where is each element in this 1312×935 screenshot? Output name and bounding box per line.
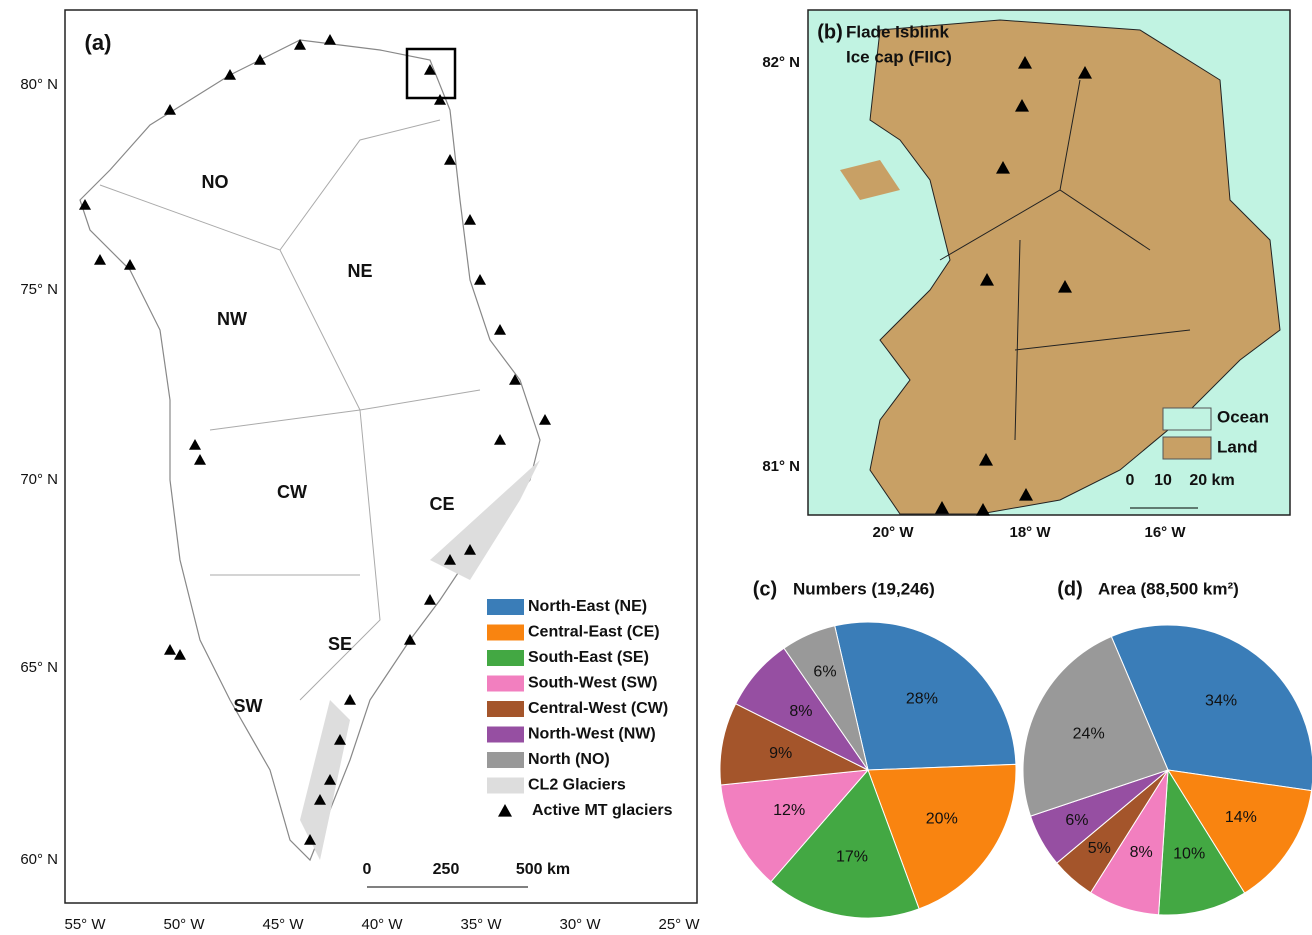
lon-label: 30° W — [559, 916, 601, 933]
lon-label: 45° W — [262, 916, 304, 933]
pie-value-label: 6% — [1065, 812, 1088, 829]
lon-label: 40° W — [361, 916, 403, 933]
scale-label: 0 — [363, 861, 372, 878]
legend-swatch-ocean — [1163, 408, 1211, 430]
pie-value-label: 14% — [1225, 809, 1257, 826]
figure: (a) 80° N 75° N 70° N 65° N 60° N 55° W 50° W 45… — [0, 0, 1312, 935]
scale-label: 500 km — [516, 861, 570, 878]
lat-label: 82° N — [762, 54, 800, 71]
lat-label: 80° N — [20, 76, 58, 93]
legend-swatch — [487, 599, 524, 615]
legend-swatch — [487, 676, 524, 692]
legend-swatch — [487, 727, 524, 743]
lon-label: 16° W — [1144, 524, 1186, 541]
pie-value-label: 5% — [1088, 840, 1111, 857]
region-label: NE — [347, 261, 372, 281]
pie-title: Numbers (19,246) — [793, 579, 935, 598]
region-label: SE — [328, 634, 352, 654]
legend-swatch-land — [1163, 437, 1211, 459]
lon-label: 35° W — [460, 916, 502, 933]
pie-value-label: 34% — [1205, 692, 1237, 709]
legend-label: Central-West (CW) — [528, 700, 668, 717]
legend-swatch — [487, 701, 524, 717]
pie-value-label: 8% — [789, 703, 812, 720]
pie-value-label: 28% — [906, 691, 938, 708]
lat-label: 75° N — [20, 281, 58, 298]
panel-label: (c) — [753, 578, 777, 600]
region-label: SW — [234, 696, 263, 716]
lon-label: 18° W — [1009, 524, 1051, 541]
legend-swatch — [487, 752, 524, 768]
lat-label: 60° N — [20, 851, 58, 868]
pie-title: Area (88,500 km²) — [1098, 579, 1239, 598]
region-label: CW — [277, 482, 307, 502]
pie-value-label: 20% — [926, 811, 958, 828]
scale-label: 20 km — [1189, 472, 1234, 489]
lat-label: 65° N — [20, 659, 58, 676]
pie-value-label: 12% — [773, 802, 805, 819]
legend-label: North (NO) — [528, 751, 610, 768]
map-title: Flade Isblink — [846, 22, 950, 41]
legend-label: South-West (SW) — [528, 675, 657, 692]
lon-label: 20° W — [872, 524, 914, 541]
legend-swatch — [487, 778, 524, 794]
legend-swatch — [487, 650, 524, 666]
scale-label: 10 — [1154, 472, 1172, 489]
pie-value-label: 10% — [1173, 846, 1205, 863]
lat-label: 70° N — [20, 471, 58, 488]
region-label: NO — [202, 172, 229, 192]
legend-label: Ocean — [1217, 407, 1269, 426]
pie-value-label: 9% — [769, 745, 792, 762]
scale-label: 250 — [433, 861, 460, 878]
pie-value-label: 8% — [1130, 844, 1153, 861]
legend-label: Land — [1217, 437, 1258, 456]
pie-value-label: 6% — [813, 664, 836, 681]
panel-label: (a) — [85, 30, 112, 55]
region-label: NW — [217, 309, 247, 329]
region-label: CE — [429, 494, 454, 514]
panel-label: (d) — [1057, 578, 1083, 600]
legend-swatch — [487, 625, 524, 641]
legend-label: Active MT glaciers — [532, 802, 673, 819]
map-title: Ice cap (FIIC) — [846, 47, 952, 66]
scale-label: 0 — [1126, 472, 1135, 489]
lat-label: 81° N — [762, 458, 800, 475]
lon-label: 25° W — [658, 916, 700, 933]
legend-label: CL2 Glaciers — [528, 777, 626, 794]
pie-value-label: 17% — [836, 849, 868, 866]
legend-label: North-West (NW) — [528, 726, 656, 743]
lon-label: 55° W — [64, 916, 106, 933]
legend-label: Central-East (CE) — [528, 624, 660, 641]
pie-value-label: 24% — [1073, 726, 1105, 743]
panel-label: (b) — [817, 21, 843, 43]
lon-label: 50° W — [163, 916, 205, 933]
legend-label: South-East (SE) — [528, 649, 649, 666]
legend-label: North-East (NE) — [528, 598, 647, 615]
